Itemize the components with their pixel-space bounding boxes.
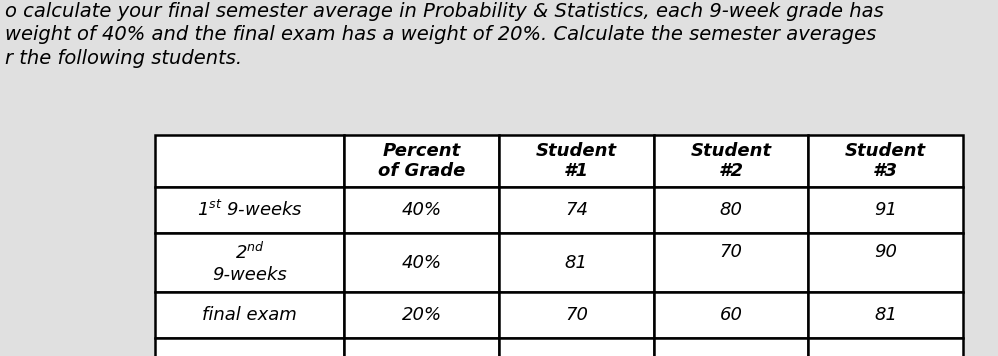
Text: final exam: final exam [203,306,296,324]
Text: 81: 81 [874,306,897,324]
Text: 80: 80 [720,201,743,219]
Bar [155,233,344,292]
Text: Student
#1: Student #1 [536,142,617,180]
Text: Student
#3: Student #3 [845,142,926,180]
Bar [499,338,654,356]
Text: 40%: 40% [401,201,442,219]
Text: 90: 90 [874,243,897,261]
Bar [808,233,963,292]
Text: 91: 91 [874,201,897,219]
Text: 81: 81 [565,253,588,272]
Bar [654,292,808,338]
Text: Percent
of Grade: Percent of Grade [378,142,465,180]
Text: 40%: 40% [401,253,442,272]
Text: 70: 70 [720,243,743,261]
Text: 20%: 20% [401,306,442,324]
Bar [654,187,808,233]
Bar [344,135,499,187]
Bar [344,338,499,356]
Text: Student
#2: Student #2 [691,142,771,180]
Text: o calculate your final semester average in Probability & Statistics, each 9-week: o calculate your final semester average … [5,2,884,68]
Bar [808,338,963,356]
Bar [155,135,344,187]
Bar [155,338,344,356]
Bar [499,292,654,338]
Bar [155,292,344,338]
Text: 2$^{nd}$
9-weeks: 2$^{nd}$ 9-weeks [213,242,286,283]
Text: Semester Average: Semester Average [157,355,342,356]
Text: 1$^{st}$ 9-weeks: 1$^{st}$ 9-weeks [197,200,302,220]
Bar [344,292,499,338]
Bar [499,135,654,187]
Bar [808,187,963,233]
Bar [808,135,963,187]
Text: 74: 74 [565,201,588,219]
Bar [499,187,654,233]
Bar [499,233,654,292]
Bar [808,292,963,338]
Bar [155,187,344,233]
Bar [344,187,499,233]
Bar [344,233,499,292]
Bar [654,233,808,292]
Bar [654,135,808,187]
Text: 60: 60 [720,306,743,324]
Bar [654,338,808,356]
Text: 70: 70 [565,306,588,324]
